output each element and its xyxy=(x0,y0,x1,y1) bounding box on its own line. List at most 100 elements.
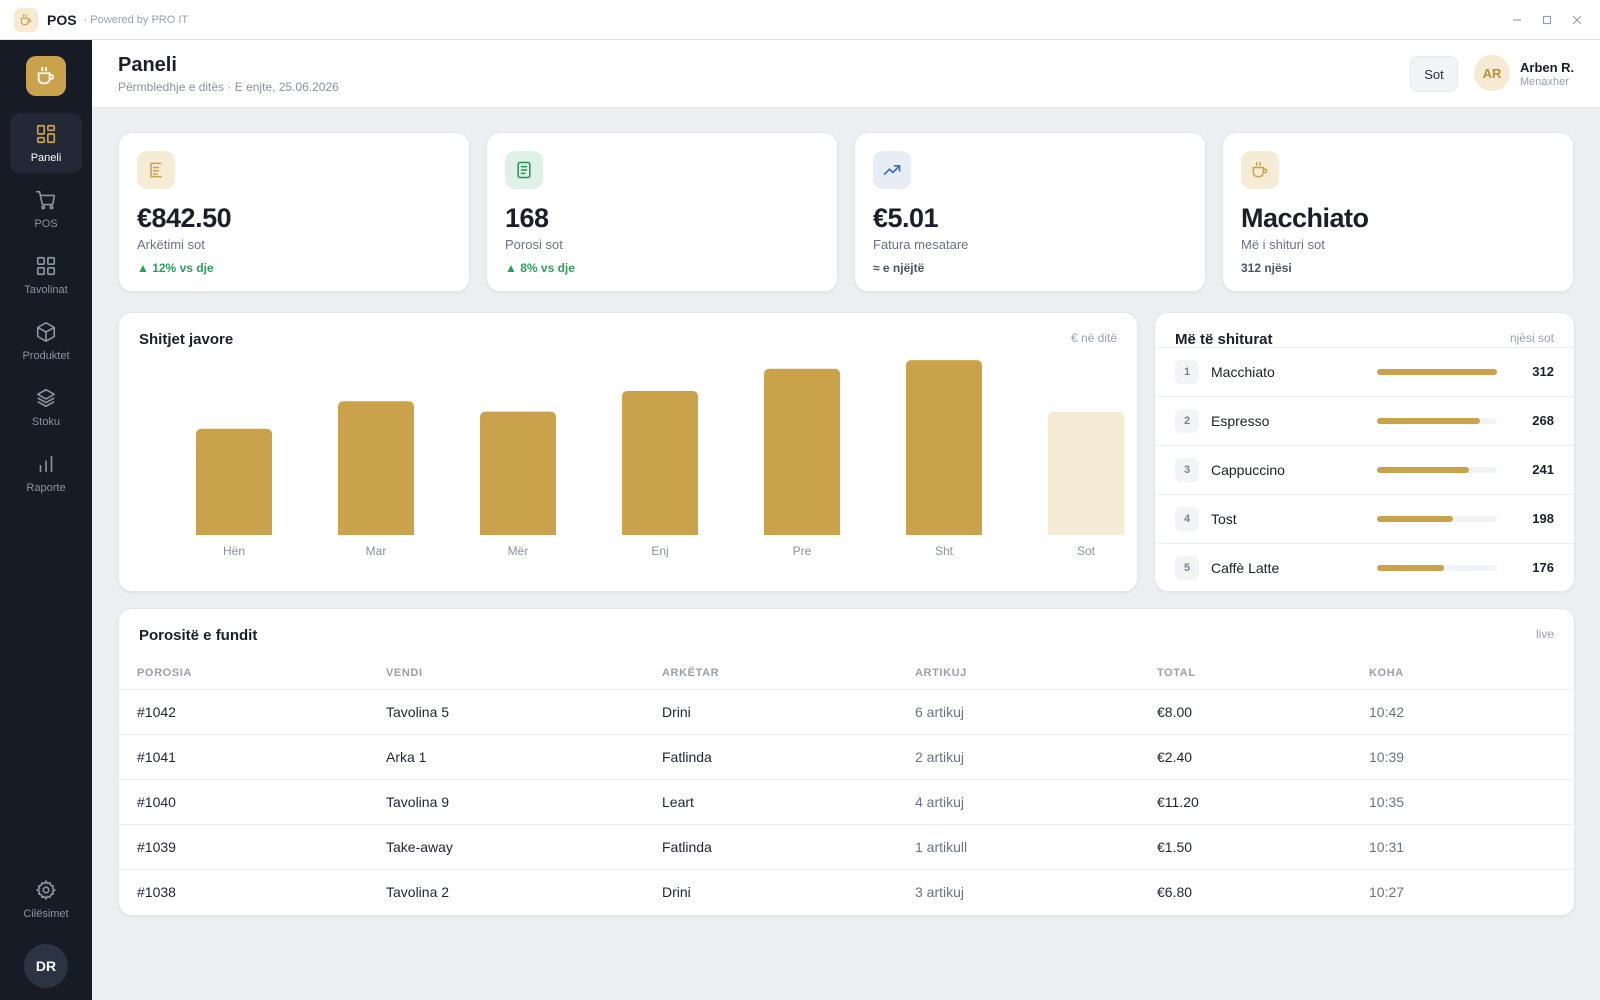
product-share-bar xyxy=(1377,467,1497,473)
chart-x-tick-label: Enj xyxy=(651,544,668,558)
table-cell: Tavolina 5 xyxy=(386,704,450,720)
column-header[interactable]: ARKËTAR xyxy=(662,667,720,679)
minimize-window-button[interactable] xyxy=(1502,8,1532,32)
stat-label: Porosi sot xyxy=(505,237,563,252)
sidebar-item-cilesimet[interactable]: Cilësimet xyxy=(10,869,82,929)
table-cell: €8.00 xyxy=(1157,704,1193,720)
column-header[interactable]: VENDI xyxy=(386,667,423,679)
stat-value: Macchiato xyxy=(1241,203,1369,233)
user-role: Menaxher xyxy=(1520,76,1569,88)
table-cell: 1 artikull xyxy=(915,839,968,855)
live-indicator: live xyxy=(1535,627,1554,641)
app-name: POS xyxy=(47,11,77,28)
dashboard-icon xyxy=(36,124,56,143)
table-row[interactable]: #1041 Arka 1 Fatlinda 2 artikuj €2.40 10:39 xyxy=(119,734,1573,779)
chart-bar-Sot xyxy=(1048,411,1124,535)
product-share-fill xyxy=(1377,467,1470,473)
page-subtitle: Përmbledhje e ditës · E enjte, 25.06.202… xyxy=(118,80,339,94)
sidebar: Paneli POS Tavolinat Produktet Stoku Rap… xyxy=(0,40,92,1000)
sidebar-item-stoku[interactable]: Stoku xyxy=(10,377,82,437)
sidebar-item-produktet[interactable]: Produktet xyxy=(10,311,82,371)
weekly-sales-card: Shitjet javore € në ditë Hën Mar Mër Enj Pre… xyxy=(118,312,1138,592)
top-products-card: Më të shiturat njësi sot 1 Macchiato 312 2 E… xyxy=(1154,312,1575,592)
stat-trend: ▲ 8% vs dje xyxy=(505,261,575,275)
top-product-row[interactable]: 2 Espresso 268 xyxy=(1155,396,1574,445)
maximize-window-button[interactable] xyxy=(1532,8,1562,32)
product-share-fill xyxy=(1377,516,1453,522)
table-cell: 6 artikuj xyxy=(915,704,965,720)
sidebar-item-raporte[interactable]: Raporte xyxy=(10,443,82,503)
top-product-row[interactable]: 3 Cappuccino 241 xyxy=(1155,445,1574,494)
table-cell: 4 artikuj xyxy=(915,794,965,810)
table-row[interactable]: #1038 Tavolina 2 Drini 3 artikuj €6.80 10:27 xyxy=(119,869,1573,914)
stat-card-avg-invoice: €5.01 Fatura mesatare ≈ e njëjtë xyxy=(854,132,1206,292)
chart-bar-Hën xyxy=(196,428,272,535)
page-header: Paneli Përmbledhje e ditës · E enjte, 25… xyxy=(92,40,1600,108)
product-rank: 1 xyxy=(1175,360,1199,384)
column-header[interactable]: ARTIKUJ xyxy=(915,667,967,679)
user-avatar[interactable]: AR xyxy=(1474,55,1510,91)
card-title: Më të shiturat xyxy=(1175,331,1273,348)
document-icon xyxy=(505,151,543,189)
chart-x-tick-label: Hën xyxy=(223,544,245,558)
table-cell: Drini xyxy=(662,884,691,900)
stat-card-orders: 168 Porosi sot ▲ 8% vs dje xyxy=(486,132,838,292)
product-rank: 4 xyxy=(1175,507,1199,531)
stat-trend: 312 njësi xyxy=(1241,261,1292,275)
weekly-sales-chart: Hën Mar Mër Enj Pre Sht Sot xyxy=(196,360,1124,558)
table-cell: Tavolina 9 xyxy=(386,794,450,810)
product-share-bar xyxy=(1377,418,1497,424)
sidebar-item-label: Cilësimet xyxy=(23,907,69,920)
sidebar-item-label: Produktet xyxy=(22,349,70,362)
product-count: 198 xyxy=(1532,511,1554,526)
sidebar-item-pos[interactable]: POS xyxy=(10,179,82,239)
today-button[interactable]: Sot xyxy=(1410,56,1458,92)
top-product-row[interactable]: 4 Tost 198 xyxy=(1155,494,1574,543)
sidebar-item-paneli[interactable]: Paneli xyxy=(10,113,82,173)
product-share-bar xyxy=(1377,516,1497,522)
card-title: Porositë e fundit xyxy=(139,627,258,644)
product-share-fill xyxy=(1377,418,1481,424)
user-name: Arben R. xyxy=(1520,60,1575,75)
table-cell: Take-away xyxy=(386,839,453,855)
top-product-row[interactable]: 1 Macchiato 312 xyxy=(1155,347,1574,396)
table-row[interactable]: #1040 Tavolina 9 Leart 4 artikuj €11.20 10:35 xyxy=(119,779,1573,824)
table-row[interactable]: #1042 Tavolina 5 Drini 6 artikuj €8.00 10:42 xyxy=(119,689,1573,734)
table-cell: €11.20 xyxy=(1157,794,1199,810)
table-cell: 2 artikuj xyxy=(915,749,965,765)
column-header[interactable]: KOHA xyxy=(1369,667,1404,679)
chart-x-tick-label: Mar xyxy=(366,544,387,558)
stat-label: Më i shituri sot xyxy=(1241,237,1325,252)
stat-label: Arkëtimi sot xyxy=(137,237,205,252)
stat-card-best-seller: Macchiato Më i shituri sot 312 njësi xyxy=(1222,132,1574,292)
product-name: Macchiato xyxy=(1211,364,1275,380)
card-note: njësi sot xyxy=(1509,331,1554,345)
table-cell: Drini xyxy=(662,704,691,720)
table-cell: 10:31 xyxy=(1369,839,1405,855)
table-cell: #1038 xyxy=(137,884,176,900)
bar-chart-icon xyxy=(39,455,53,472)
table-cell: 10:27 xyxy=(1369,884,1405,900)
column-header[interactable]: TOTAL xyxy=(1157,667,1196,679)
column-header[interactable]: POROSIA xyxy=(137,667,192,679)
product-count: 312 xyxy=(1532,364,1554,379)
card-title: Shitjet javore xyxy=(139,331,234,348)
stat-card-revenue: €842.50 Arkëtimi sot ▲ 12% vs dje xyxy=(118,132,470,292)
close-window-button[interactable] xyxy=(1562,8,1592,32)
table-cell: 10:42 xyxy=(1369,704,1405,720)
card-note: € në ditë xyxy=(1070,331,1117,345)
product-share-fill xyxy=(1377,369,1497,375)
stat-value: €842.50 xyxy=(137,203,232,233)
sidebar-logo-icon[interactable] xyxy=(26,56,66,96)
table-cell: Fatlinda xyxy=(662,749,712,765)
product-count: 241 xyxy=(1532,462,1554,477)
sidebar-user-avatar[interactable]: DR xyxy=(24,944,68,988)
sidebar-item-tavolinat[interactable]: Tavolinat xyxy=(10,245,82,305)
top-product-row[interactable]: 5 Caffè Latte 176 xyxy=(1155,543,1574,591)
table-row[interactable]: #1039 Take-away Fatlinda 1 artikull €1.50 10:… xyxy=(119,824,1573,869)
product-count: 176 xyxy=(1532,560,1554,575)
product-name: Tost xyxy=(1211,511,1237,527)
chart-bar-Sht xyxy=(906,360,982,535)
product-share-bar xyxy=(1377,369,1497,375)
table-cell: Fatlinda xyxy=(662,839,712,855)
